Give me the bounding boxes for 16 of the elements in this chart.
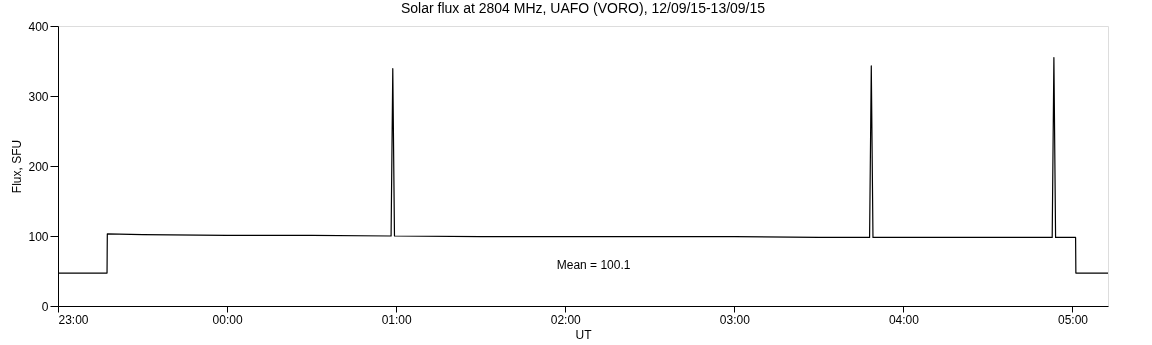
y-tick-label: 0 xyxy=(41,299,49,314)
y-tick-label: 200 xyxy=(28,159,49,174)
x-tick-label: 00:00 xyxy=(212,312,243,327)
x-tick-label: 05:00 xyxy=(1057,312,1089,327)
y-axis-title: Flux, SFU xyxy=(10,139,25,194)
x-tick-label: 04:00 xyxy=(888,312,920,327)
x-tick-label: 03:00 xyxy=(719,312,751,327)
x-axis-title: UT xyxy=(575,327,593,342)
y-tick-label: 100 xyxy=(28,229,49,244)
x-tick-label: 01:00 xyxy=(381,312,412,327)
x-tick-label: 02:00 xyxy=(550,312,582,327)
y-tick-label: 300 xyxy=(28,89,49,104)
x-tick-label: 23:00 xyxy=(58,312,89,327)
chart-title: Solar flux at 2804 MHz, UAFO (VORO), 12/09/15-13/09/15 xyxy=(400,0,766,16)
y-tick-label: 400 xyxy=(28,19,49,34)
annotation: Mean = 100.1 xyxy=(556,258,631,273)
